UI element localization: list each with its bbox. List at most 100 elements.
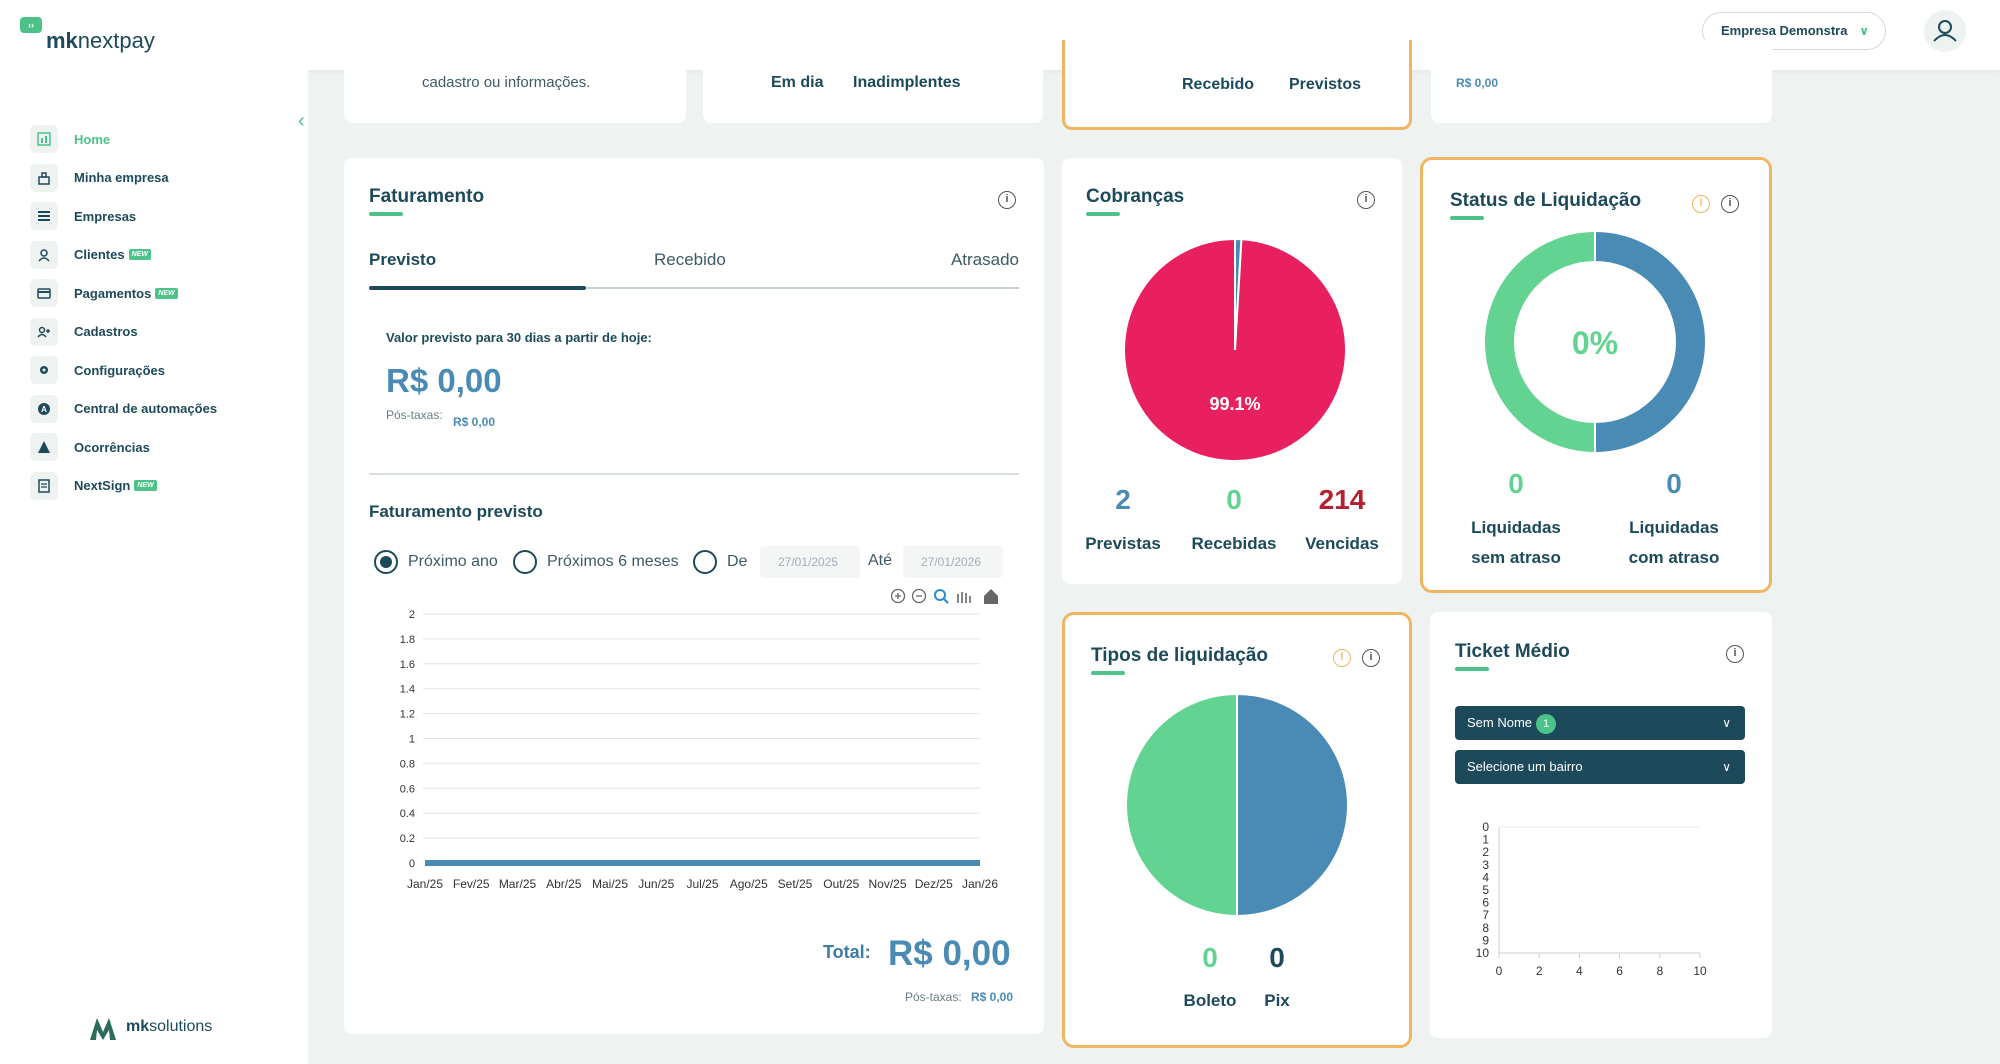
user-avatar-button[interactable] (1924, 10, 1966, 52)
sem-nome-select[interactable]: Sem Nome 1 ∨ (1455, 706, 1745, 740)
faturamento-previsto-title: Faturamento previsto (369, 502, 543, 521)
user-icon (30, 240, 58, 269)
x-tick-label: 2 (1536, 964, 1543, 978)
radio-de[interactable]: De (693, 550, 747, 574)
title-underline (369, 212, 403, 216)
sem-atraso-count: 0 (1508, 468, 1524, 499)
company-name: Empresa Demonstra (1721, 23, 1848, 38)
pie-data-label: 99.1% (1209, 394, 1260, 414)
radio-proximo-ano[interactable]: Próximo ano (374, 550, 498, 574)
chevron-down-icon: ∨ (1859, 24, 1869, 38)
sidebar-item-central-automacoes[interactable]: A Central de automações (30, 390, 217, 429)
sidebar-item-label: Cadastros (74, 324, 138, 340)
company-selector[interactable]: Empresa Demonstra ∨ (1702, 12, 1886, 50)
top-card-previstos-label: Previstos (1289, 76, 1362, 93)
y-tick-label: 4 (1482, 870, 1489, 884)
sidebar-item-ocorrencias[interactable]: Ocorrências (30, 428, 217, 467)
cobrancas-pie-chart: 99.1% (1123, 237, 1347, 462)
sidebar-item-home[interactable]: Home (30, 120, 217, 159)
reset-home-icon[interactable] (984, 589, 998, 604)
sidebar-item-configuracoes[interactable]: Configurações (30, 351, 217, 390)
x-tick-label: Dez/25 (915, 877, 953, 891)
com-atraso-label: Liquidadas com atraso (1628, 518, 1720, 567)
card-icon (30, 279, 58, 308)
sidebar-item-cadastros[interactable]: Cadastros (30, 313, 217, 352)
recebidas-label: Recebidas (1191, 534, 1277, 553)
y-tick-label: 0.2 (400, 833, 415, 845)
tab-atrasado[interactable]: Atrasado (950, 250, 1019, 269)
date-to-input[interactable] (903, 546, 1003, 578)
x-tick-label: Fev/25 (453, 877, 490, 891)
y-tick-label: 1 (1482, 833, 1489, 847)
top-card-value: R$ 0,00 (1456, 76, 1499, 90)
chevron-down-icon: ∨ (1722, 716, 1731, 730)
logo-badge-icon: ›› (20, 17, 42, 33)
pix-count: 0 (1269, 942, 1285, 973)
x-tick-label: Out/25 (823, 877, 859, 891)
bairro-select[interactable]: Selecione um bairro ∨ (1455, 750, 1745, 784)
sidebar-item-label: Central de automações (74, 401, 218, 417)
info-icon[interactable]: i (1726, 645, 1744, 663)
top-card-status: Em dia Inadimplentes (703, 40, 1043, 123)
divider (369, 473, 1019, 475)
radio-proximos-6-meses[interactable]: Próximos 6 meses (513, 550, 679, 574)
y-tick-label: 0.8 (400, 758, 415, 770)
sidebar-item-label: Clientes (74, 247, 125, 263)
tipos-liquidacao-title: Tipos de liquidação (1091, 645, 1269, 666)
title-underline (1455, 667, 1489, 671)
title-underline (1450, 216, 1484, 220)
building-icon (30, 163, 58, 192)
valor-previsto-label: Valor previsto para 30 dias a partir de … (386, 330, 652, 345)
user-add-icon (30, 317, 58, 346)
zoom-out-icon[interactable] (911, 588, 927, 604)
sidebar-item-clientes[interactable]: Clientes NEW (30, 236, 217, 275)
top-card-cadastro: cadastro ou informações. (344, 40, 686, 123)
y-tick-label: 10 (1476, 946, 1490, 960)
title-underline (1091, 671, 1125, 675)
collapse-sidebar-icon[interactable]: ‹ (298, 110, 305, 132)
info-icon[interactable]: i (1721, 195, 1739, 213)
donut-center-label: 0% (1572, 325, 1618, 361)
x-tick-label: Mar/25 (499, 877, 537, 891)
x-tick-label: Mai/25 (592, 877, 628, 891)
y-tick-label: 1.6 (400, 659, 415, 671)
y-tick-label: 1.2 (400, 709, 415, 721)
pan-hand-icon[interactable] (957, 592, 971, 603)
x-tick-label: Jul/25 (686, 877, 718, 891)
top-card-recebido: Recebido Previstos (1062, 40, 1412, 130)
user-icon (1933, 20, 1957, 42)
tab-previsto[interactable]: Previsto (369, 250, 437, 269)
info-icon[interactable]: i (1357, 191, 1375, 209)
warning-icon[interactable]: ! (1333, 649, 1351, 667)
y-tick-label: 0.6 (400, 783, 415, 795)
zoom-in-icon[interactable] (890, 588, 906, 604)
x-tick-label: 10 (1693, 964, 1707, 978)
vencidas-count: 214 (1318, 484, 1366, 515)
total-pos-taxas-value: R$ 0,00 (971, 990, 1014, 1004)
warning-icon[interactable]: ! (1692, 195, 1710, 213)
x-tick-label: Set/25 (778, 877, 813, 891)
mksolutions-logo: mksolutions (126, 1018, 213, 1035)
sidebar-item-nextsign[interactable]: NextSign NEW (30, 467, 217, 506)
x-tick-label: Abr/25 (546, 877, 582, 891)
info-icon[interactable]: i (998, 191, 1016, 209)
chart-icon (30, 125, 58, 154)
ate-label: Até (868, 552, 893, 569)
boleto-label: Boleto (1183, 991, 1237, 1010)
radio-unchecked-icon (513, 550, 537, 574)
sidebar-item-label: Ocorrências (74, 439, 150, 455)
ticket-medio-title: Ticket Médio (1455, 641, 1570, 662)
sidebar-item-pagamentos[interactable]: Pagamentos NEW (30, 274, 217, 313)
sidebar-item-minha-empresa[interactable]: Minha empresa (30, 159, 217, 198)
sidebar: ‹ Home Minha empresa Empresas Clientes N… (0, 70, 308, 1064)
date-from-input[interactable] (760, 546, 860, 578)
previstas-label: Previstas (1085, 534, 1161, 553)
faturamento-line-chart: 0 0.2 0.4 0.6 0.8 1 1.2 1.4 1.6 1.8 2 Jan/25 Fev/25 M… (400, 609, 999, 891)
sidebar-item-empresas[interactable]: Empresas (30, 197, 217, 236)
zoom-select-icon[interactable] (934, 589, 949, 604)
tab-recebido[interactable]: Recebido (654, 250, 726, 269)
info-icon[interactable]: i (1362, 649, 1380, 667)
y-tick-label: 5 (1482, 883, 1489, 897)
x-tick-label: 4 (1576, 964, 1583, 978)
